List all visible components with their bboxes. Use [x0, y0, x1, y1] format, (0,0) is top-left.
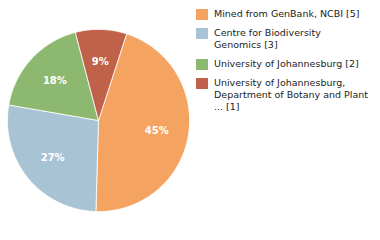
svg-text:9%: 9%: [92, 56, 109, 67]
svg-text:18%: 18%: [43, 75, 67, 86]
svg-text:27%: 27%: [41, 152, 65, 163]
svg-text:45%: 45%: [145, 125, 169, 136]
html-text:Mined from GenBank, NCBI [5]: Mined from GenBank, NCBI [5]: [214, 8, 360, 19]
html-text:University of Johannesburg, De: University of Johannesburg, Department o…: [214, 76, 369, 112]
html-text:Centre for Biodiversity Genomi: Centre for Biodiversity Genomics [3]: [214, 27, 321, 50]
html-text:University of Johannesburg [2]: University of Johannesburg [2]: [214, 57, 359, 69]
